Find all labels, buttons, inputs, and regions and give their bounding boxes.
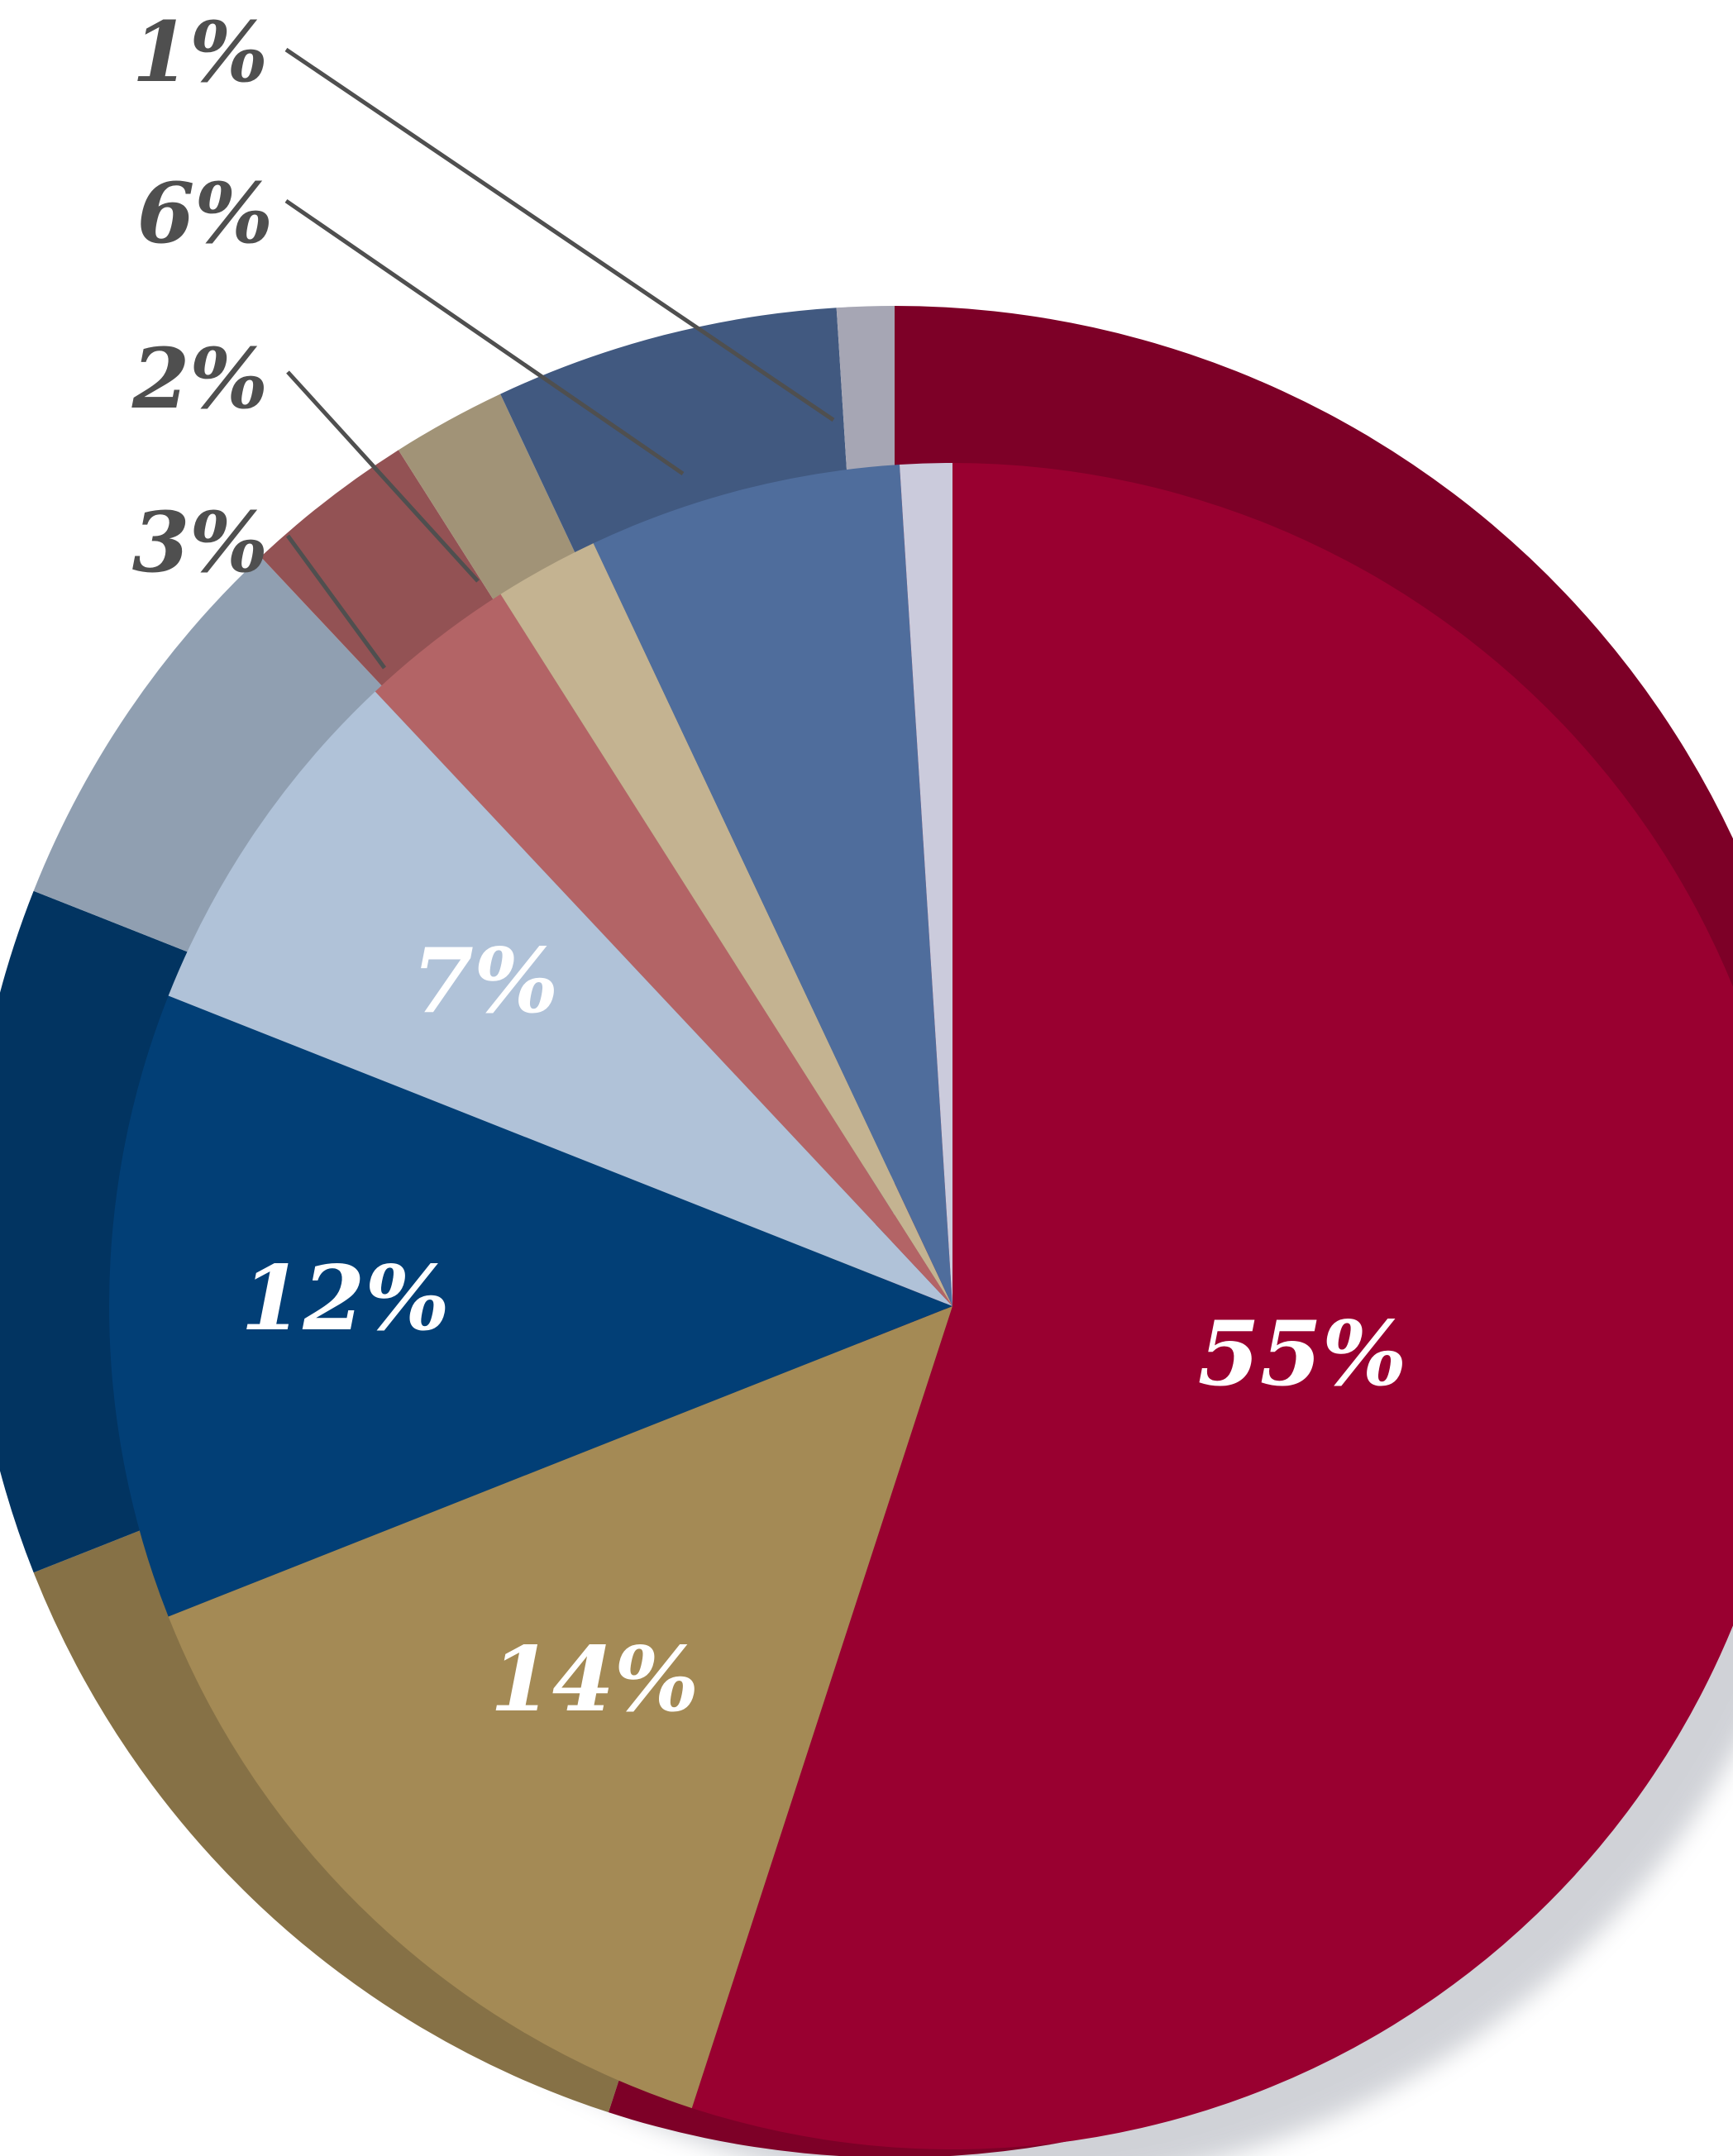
- pie-slice-3pct: [375, 594, 952, 1306]
- pie-slice-2pct: [500, 543, 952, 1306]
- leader-line-3pct: [285, 534, 387, 670]
- slice-label-1pct: 1%: [132, 3, 269, 101]
- slice-label-6pct: 6%: [137, 165, 274, 262]
- pie-slice-12pct: [109, 995, 953, 1617]
- pie-slice-7pct: [168, 691, 952, 1306]
- leader-line-2pct: [286, 370, 480, 583]
- slice-label-2pct: 2%: [131, 330, 269, 427]
- pie-slice-55pct: [691, 463, 1733, 2149]
- pie-slice-1pct: [899, 463, 952, 1306]
- leader-lines: [284, 47, 835, 670]
- slice-labels: 55% 14% 12% 7% 3% 2% 6% 1%: [131, 3, 1407, 1732]
- pie-slice-6pct: [593, 465, 952, 1306]
- slice-label-3pct: 3%: [132, 494, 269, 591]
- slice-label-14pct: 14%: [490, 1628, 699, 1732]
- slice-label-12pct: 12%: [241, 1247, 450, 1351]
- leader-line-1pct: [284, 47, 835, 422]
- leader-line-6pct: [284, 198, 685, 476]
- slice-label-7pct: 7%: [412, 929, 559, 1033]
- pie-slice-14pct: [168, 1306, 952, 2109]
- pie-slices: [109, 463, 1733, 2149]
- slice-label-55pct: 55%: [1198, 1302, 1407, 1406]
